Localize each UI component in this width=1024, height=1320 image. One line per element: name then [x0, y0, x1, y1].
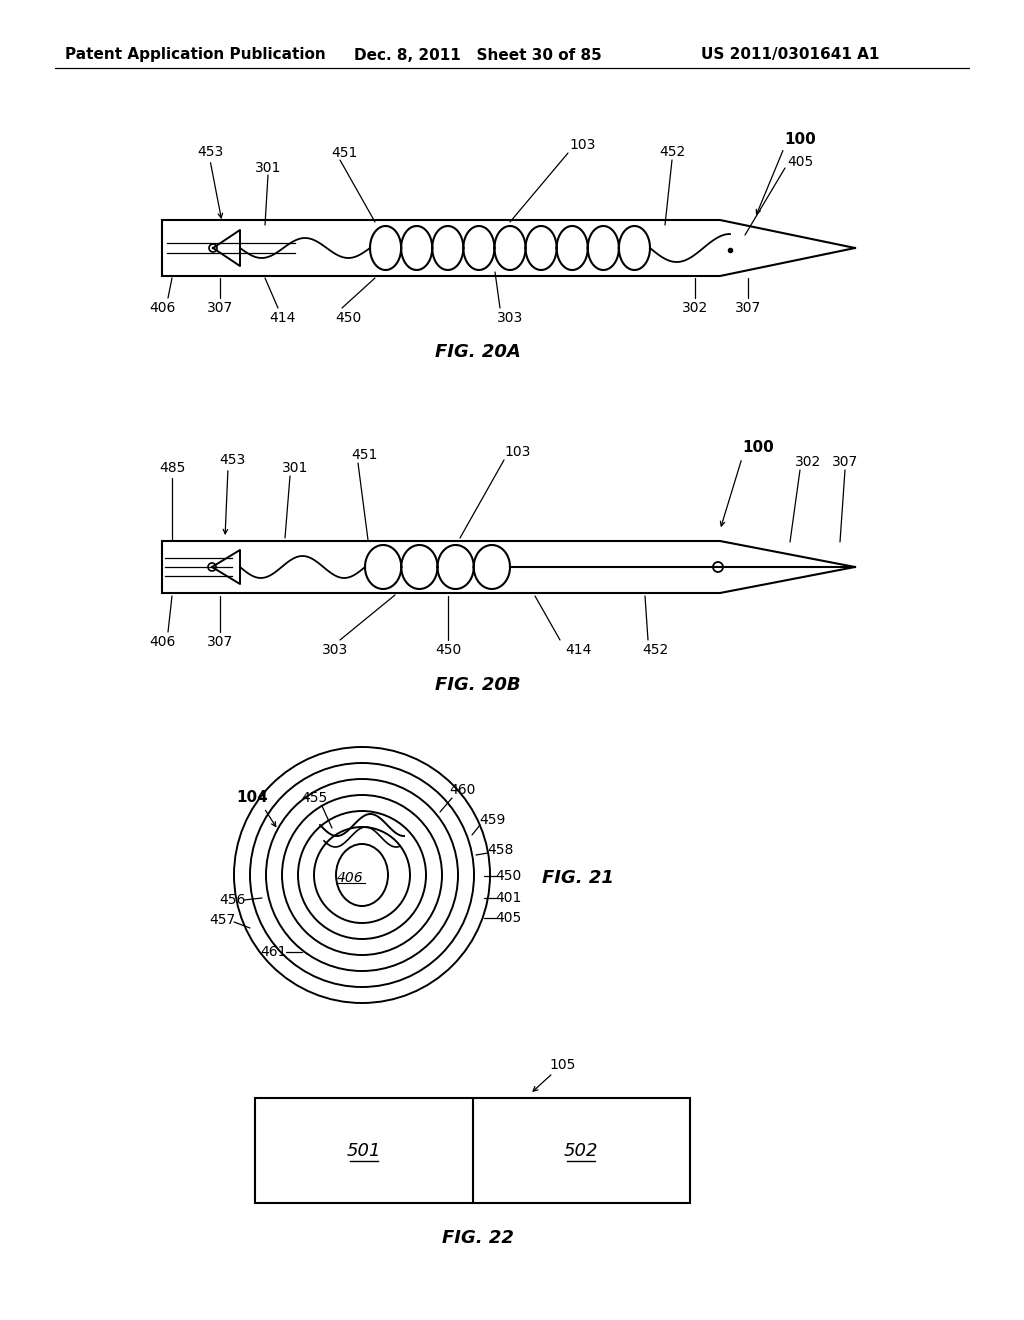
Text: 405: 405 — [786, 154, 813, 169]
Text: 459: 459 — [479, 813, 505, 828]
Text: 451: 451 — [332, 147, 358, 160]
Text: 103: 103 — [505, 445, 531, 459]
Text: 455: 455 — [301, 791, 327, 805]
Text: 302: 302 — [682, 301, 709, 315]
Text: 307: 307 — [831, 455, 858, 469]
Text: 406: 406 — [148, 301, 175, 315]
Text: 104: 104 — [237, 791, 268, 805]
Text: Patent Application Publication: Patent Application Publication — [65, 48, 326, 62]
Text: 303: 303 — [497, 312, 523, 325]
Text: FIG. 20A: FIG. 20A — [435, 343, 521, 360]
Text: 456: 456 — [219, 894, 245, 907]
Text: 405: 405 — [495, 911, 521, 925]
Text: 461: 461 — [261, 945, 288, 960]
Text: 501: 501 — [346, 1142, 381, 1159]
Text: FIG. 20B: FIG. 20B — [435, 676, 521, 694]
Text: 460: 460 — [449, 783, 475, 797]
Text: 302: 302 — [795, 455, 821, 469]
Text: 100: 100 — [742, 441, 774, 455]
Text: 307: 307 — [207, 635, 233, 649]
Text: 502: 502 — [564, 1142, 598, 1159]
Text: 452: 452 — [642, 643, 668, 657]
Text: 307: 307 — [735, 301, 761, 315]
Text: 100: 100 — [784, 132, 816, 148]
Text: 457: 457 — [209, 913, 236, 927]
Text: 406: 406 — [148, 635, 175, 649]
Text: 414: 414 — [269, 312, 295, 325]
Text: 301: 301 — [282, 461, 308, 475]
Text: 451: 451 — [352, 447, 378, 462]
Text: US 2011/0301641 A1: US 2011/0301641 A1 — [700, 48, 880, 62]
Text: 406: 406 — [337, 871, 364, 884]
Text: 453: 453 — [197, 145, 223, 158]
Text: 458: 458 — [486, 843, 513, 857]
Text: 450: 450 — [435, 643, 461, 657]
Text: Dec. 8, 2011   Sheet 30 of 85: Dec. 8, 2011 Sheet 30 of 85 — [354, 48, 602, 62]
Text: 301: 301 — [255, 161, 282, 176]
Text: 450: 450 — [495, 869, 521, 883]
Text: 307: 307 — [207, 301, 233, 315]
Text: 103: 103 — [569, 139, 596, 152]
Text: 485: 485 — [159, 461, 185, 475]
Text: 450: 450 — [335, 312, 361, 325]
Text: 452: 452 — [658, 145, 685, 158]
Text: 303: 303 — [322, 643, 348, 657]
Text: 414: 414 — [565, 643, 591, 657]
Text: FIG. 21: FIG. 21 — [542, 869, 614, 887]
Bar — [255, 1098, 690, 1203]
Text: 105: 105 — [550, 1059, 577, 1072]
Text: 453: 453 — [219, 453, 245, 467]
Text: 401: 401 — [495, 891, 521, 906]
Text: FIG. 22: FIG. 22 — [442, 1229, 514, 1247]
